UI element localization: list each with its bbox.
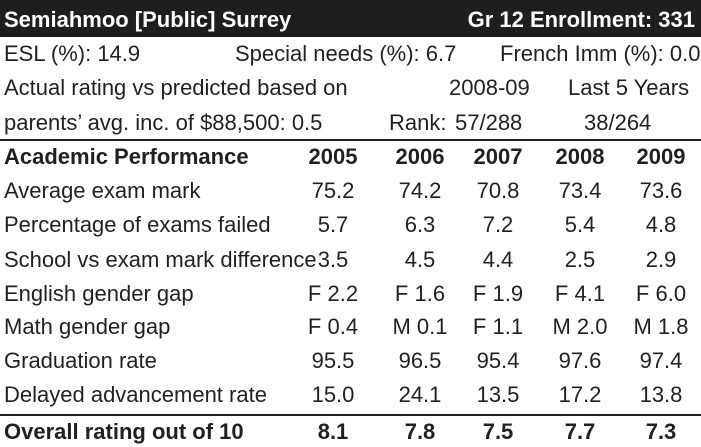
table-cell: F 1.1 bbox=[472, 314, 524, 339]
table-cell: 95.5 bbox=[311, 348, 355, 373]
table-cell: M 0.1 bbox=[392, 314, 448, 339]
overall-rating-value: 7.7 bbox=[564, 419, 596, 444]
period-last-5-years: Last 5 Years bbox=[568, 75, 690, 100]
table-cell: 17.2 bbox=[558, 382, 602, 407]
row-label: Math gender gap bbox=[4, 314, 171, 339]
rating-description-line1: Actual rating vs predicted based on bbox=[4, 75, 348, 100]
table-cell: 73.4 bbox=[558, 178, 602, 203]
table-cell: 24.1 bbox=[398, 382, 442, 407]
rank-last-5-years: 38/264 bbox=[584, 110, 652, 135]
table-cell: 3.5 bbox=[317, 247, 349, 272]
table-cell: M 2.0 bbox=[552, 314, 608, 339]
row-label: Average exam mark bbox=[4, 178, 201, 203]
overall-rating-value: 8.1 bbox=[317, 419, 349, 444]
table-cell: 96.5 bbox=[398, 348, 442, 373]
special-needs-stat: Special needs (%): 6.7 bbox=[235, 41, 457, 66]
period-2008-09: 2008-09 bbox=[449, 75, 530, 100]
overall-rating-label: Overall rating out of 10 bbox=[4, 419, 244, 444]
row-label: Graduation rate bbox=[4, 348, 157, 373]
table-cell: 5.4 bbox=[564, 212, 596, 237]
table-cell: 75.2 bbox=[311, 178, 355, 203]
table-cell: 97.4 bbox=[639, 348, 683, 373]
year-header: 2006 bbox=[395, 144, 445, 169]
table-cell: F 0.4 bbox=[307, 314, 359, 339]
overall-rating-value: 7.8 bbox=[404, 419, 436, 444]
divider-bottom bbox=[0, 414, 701, 416]
rating-description-line2: parents’ avg. inc. of $88,500: 0.5 bbox=[4, 110, 323, 135]
row-label: School vs exam mark difference bbox=[4, 247, 317, 272]
year-header: 2009 bbox=[636, 144, 686, 169]
rank-label: Rank: bbox=[389, 110, 447, 135]
table-cell: 2.9 bbox=[645, 247, 677, 272]
table-cell: 74.2 bbox=[398, 178, 442, 203]
table-cell: 15.0 bbox=[311, 382, 355, 407]
table-cell: F 2.2 bbox=[307, 281, 359, 306]
year-header: 2008 bbox=[555, 144, 605, 169]
row-label: Delayed advancement rate bbox=[4, 382, 267, 407]
row-label: Percentage of exams failed bbox=[4, 212, 271, 237]
table-cell: M 1.8 bbox=[633, 314, 689, 339]
school-header: Semiahmoo [Public] Surrey Gr 12 Enrollme… bbox=[0, 0, 701, 37]
year-header: 2007 bbox=[473, 144, 523, 169]
table-cell: F 1.6 bbox=[394, 281, 446, 306]
table-cell: 7.2 bbox=[482, 212, 514, 237]
table-cell: 95.4 bbox=[476, 348, 520, 373]
table-cell: 5.7 bbox=[317, 212, 349, 237]
table-cell: F 6.0 bbox=[635, 281, 687, 306]
rank-2008-09: 57/288 bbox=[455, 110, 523, 135]
table-cell: F 1.9 bbox=[472, 281, 524, 306]
overall-rating-value: 7.5 bbox=[482, 419, 514, 444]
table-cell: 2.5 bbox=[564, 247, 596, 272]
table-cell: 13.5 bbox=[476, 382, 520, 407]
table-cell: 97.6 bbox=[558, 348, 602, 373]
table-cell: 6.3 bbox=[404, 212, 436, 237]
table-cell: F 4.1 bbox=[554, 281, 606, 306]
overall-rating-value: 7.3 bbox=[645, 419, 677, 444]
table-cell: 4.4 bbox=[482, 247, 514, 272]
row-label: English gender gap bbox=[4, 281, 194, 306]
table-cell: 73.6 bbox=[639, 178, 683, 203]
esl-stat: ESL (%): 14.9 bbox=[4, 41, 141, 66]
year-header: 2005 bbox=[308, 144, 358, 169]
french-imm-stat: French Imm (%): 0.0 bbox=[500, 41, 701, 66]
enrollment: Gr 12 Enrollment: 331 bbox=[467, 7, 695, 32]
school-name: Semiahmoo [Public] Surrey bbox=[4, 7, 292, 32]
table-cell: 13.8 bbox=[639, 382, 683, 407]
table-title: Academic Performance bbox=[4, 144, 249, 169]
divider-top bbox=[0, 139, 701, 141]
table-cell: 4.5 bbox=[404, 247, 436, 272]
table-cell: 70.8 bbox=[476, 178, 520, 203]
table-cell: 4.8 bbox=[645, 212, 677, 237]
